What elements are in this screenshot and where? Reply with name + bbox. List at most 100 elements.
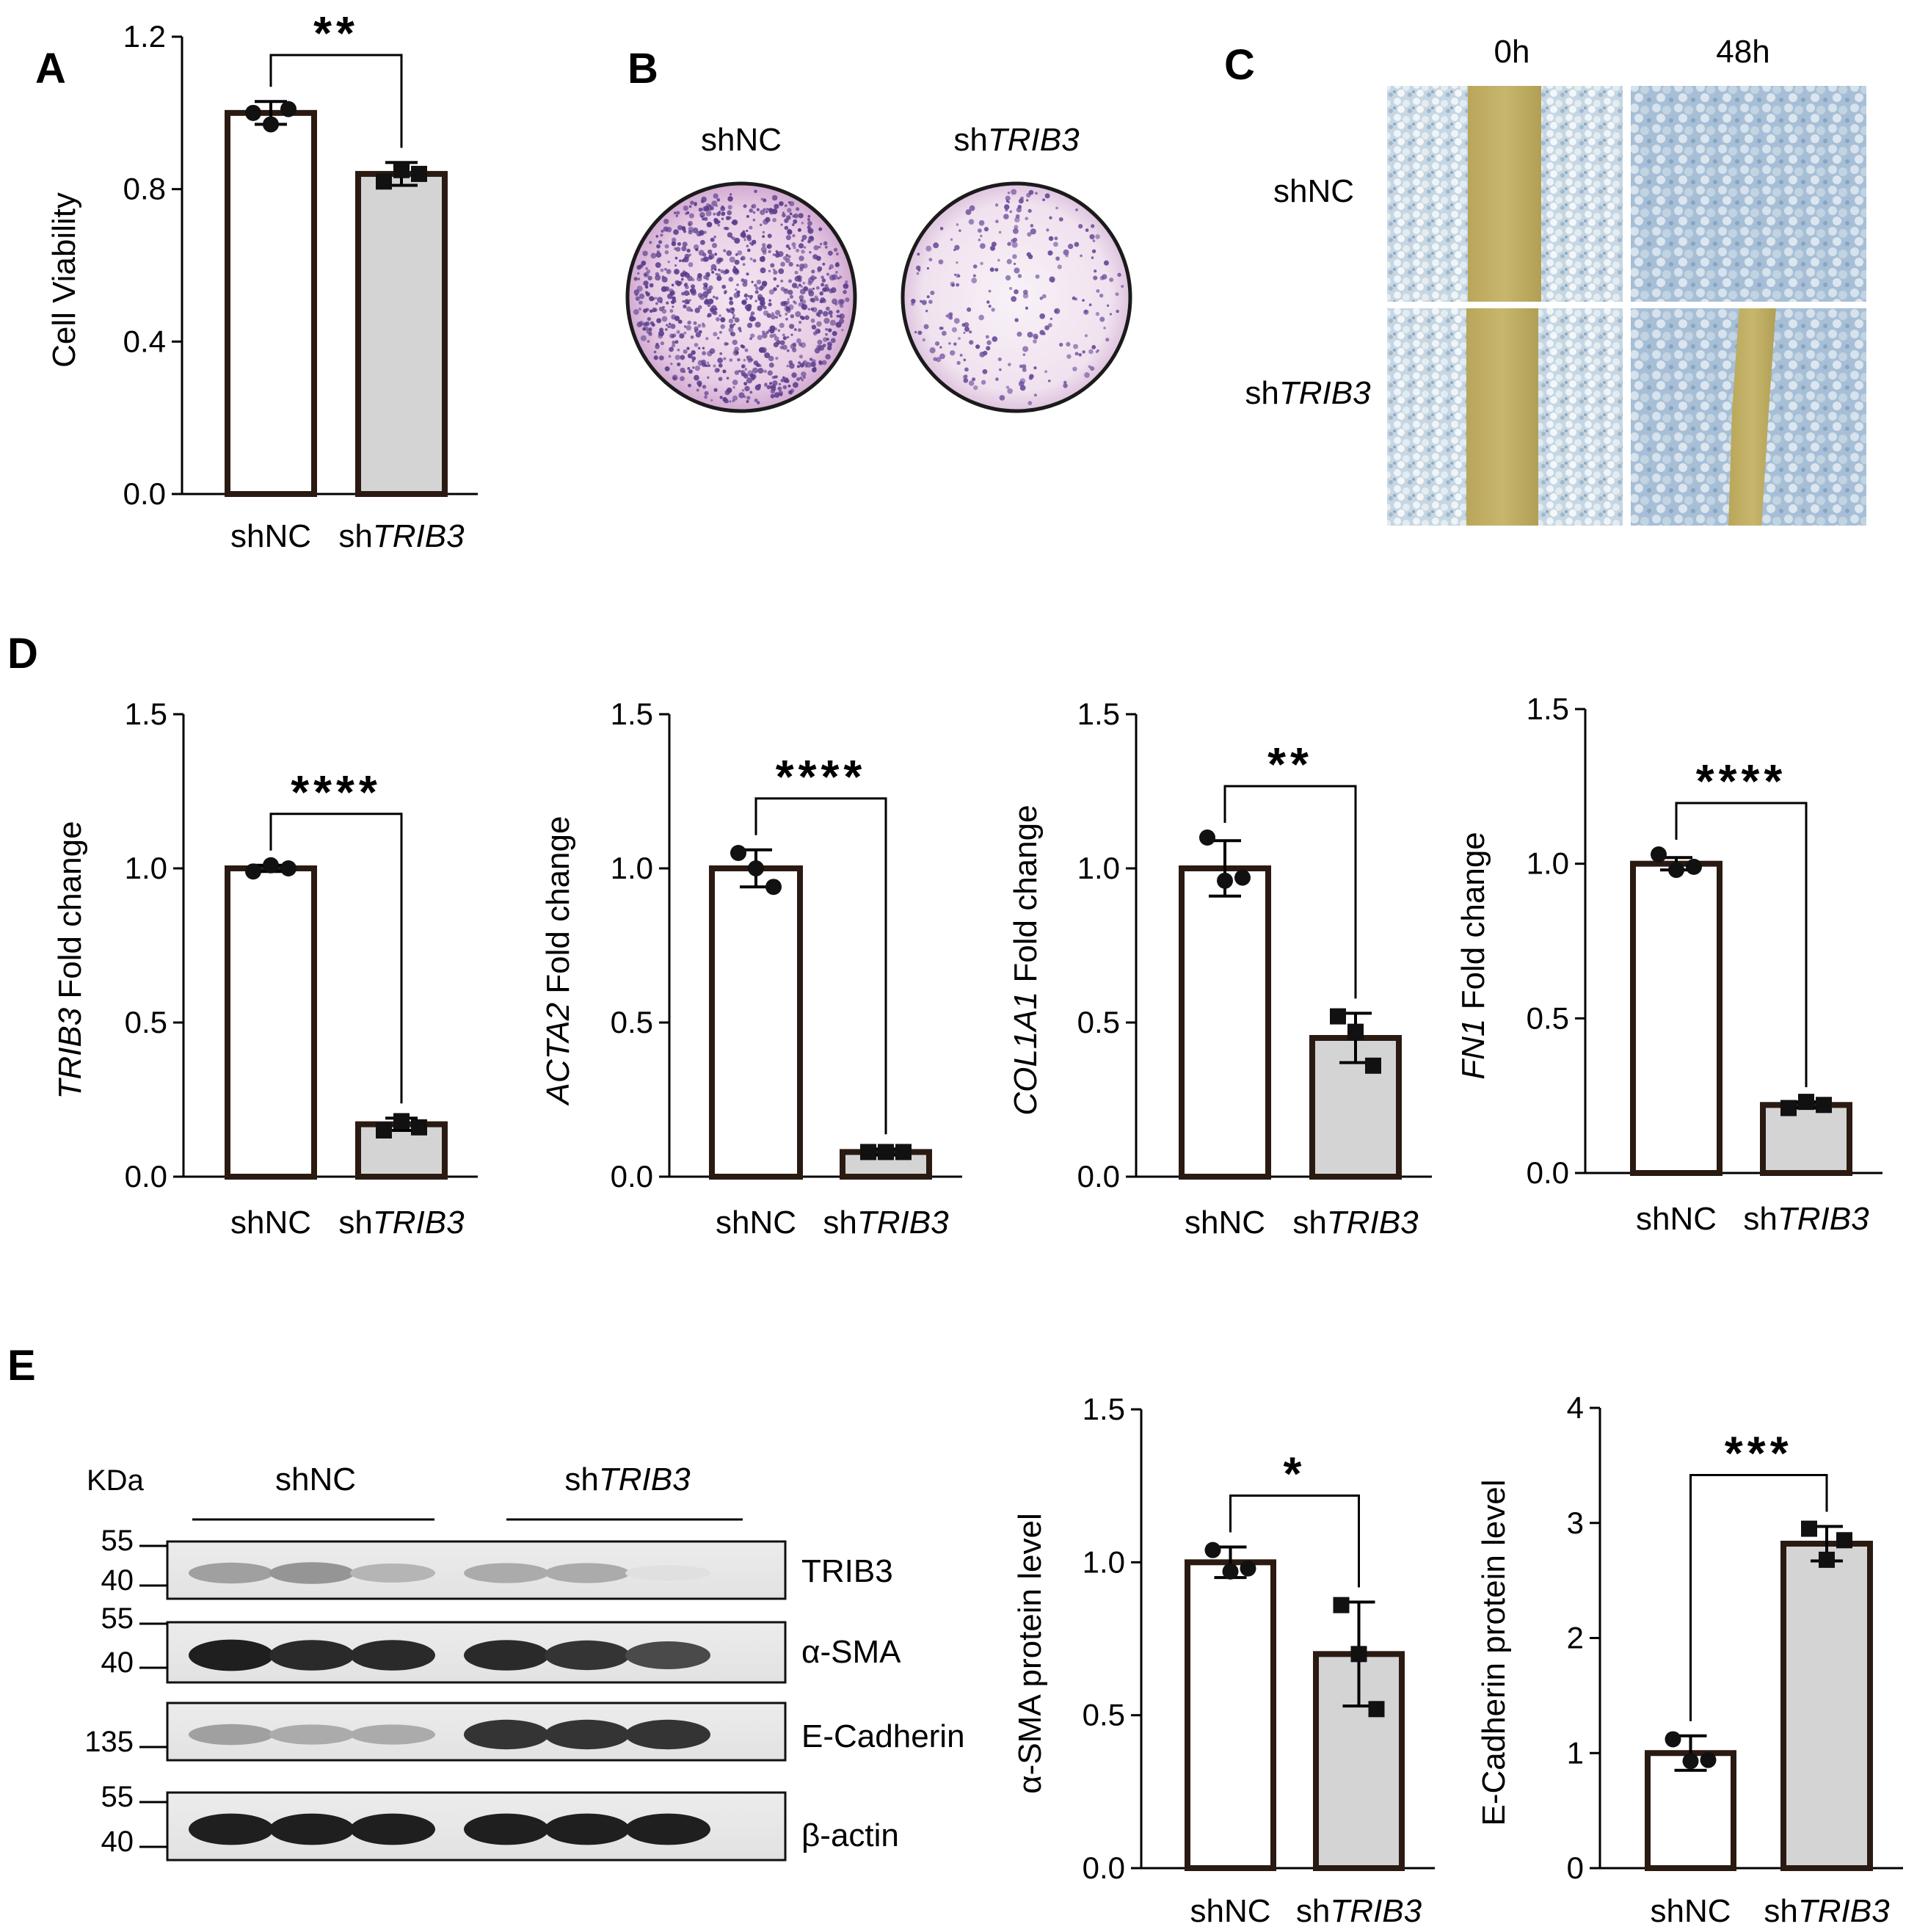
colony-dot	[690, 308, 694, 312]
colony-dot	[780, 261, 785, 267]
y-tick-label: 0	[1567, 1851, 1584, 1885]
colony-dot	[811, 359, 816, 364]
colony-dot	[779, 345, 784, 349]
colony-dot	[675, 247, 681, 252]
colony-dot	[705, 337, 709, 341]
blot-band	[545, 1563, 630, 1583]
y-axis-label: TRIB3 Fold change	[52, 821, 88, 1099]
colony-dot	[813, 366, 817, 371]
colony-dot	[823, 337, 828, 342]
colony-dot	[770, 263, 775, 268]
colony-dot	[695, 332, 702, 338]
category-label: shNC	[1636, 1201, 1717, 1237]
colony-dot	[980, 261, 983, 266]
significance-bracket	[1689, 1473, 1828, 1721]
colony-dot	[819, 299, 823, 304]
y-tick-label: 0.0	[1077, 1159, 1120, 1194]
colony-dot	[999, 368, 1002, 371]
chart-cell-viability: 0.0 0.4 0.8 1.2 Cell Viability shNC shTRIB3 **	[46, 7, 478, 554]
colony-dot	[694, 343, 699, 347]
colony-dot	[829, 288, 834, 294]
colony-dot	[807, 221, 812, 226]
colony-dot	[724, 341, 728, 346]
colony-dot	[819, 291, 823, 296]
colony-dot	[762, 333, 768, 338]
colony-dot	[694, 365, 701, 371]
colony-dot	[688, 230, 693, 235]
colony-dot	[787, 201, 791, 204]
colony-dot	[779, 322, 785, 328]
y-tick-label: 1.0	[1083, 1544, 1125, 1579]
data-point	[1368, 1701, 1385, 1718]
colony-dot	[647, 316, 652, 322]
colony-dot	[792, 382, 799, 388]
colony-dot	[972, 264, 978, 269]
category-label: shTRIB3	[1743, 1201, 1869, 1237]
colony-dot	[741, 344, 745, 349]
colony-dot	[754, 290, 759, 294]
data-point	[1204, 1541, 1221, 1558]
y-tick-label: 2	[1567, 1621, 1584, 1655]
colony-dot	[1057, 264, 1062, 269]
colony-dot	[968, 219, 975, 225]
colony-dot	[1078, 224, 1083, 229]
colony-dot	[1106, 304, 1110, 308]
colony-dot	[798, 213, 804, 219]
colony-dot	[793, 246, 796, 250]
colony-dot	[768, 362, 774, 368]
colony-dot	[923, 324, 929, 330]
colony-dot	[1011, 296, 1017, 302]
colony-dot	[705, 210, 712, 217]
colony-dot	[994, 203, 999, 207]
colony-dot	[774, 203, 779, 209]
colony-dot	[926, 295, 930, 299]
colony-dot	[786, 335, 790, 339]
colony-dot	[994, 268, 999, 272]
colony-dot	[1063, 380, 1067, 385]
scratch-time-48h: 48h	[1716, 34, 1769, 70]
colony-dot	[687, 292, 691, 296]
colony-dot	[839, 299, 845, 305]
colony-dot	[841, 329, 844, 332]
colony-dot	[677, 349, 680, 352]
colony-dot	[843, 289, 847, 294]
colony-dot	[683, 257, 687, 261]
colony-dot	[797, 328, 801, 333]
colony-dot	[751, 205, 754, 208]
colony-dot	[653, 355, 658, 360]
colony-dot	[752, 258, 757, 263]
data-point	[1836, 1532, 1852, 1549]
colony-dot	[710, 268, 713, 271]
colony-dot	[787, 208, 792, 213]
colony-dot	[796, 264, 799, 267]
colony-dot	[705, 295, 707, 299]
colony-dot	[716, 317, 720, 322]
blot-band	[350, 1640, 435, 1671]
colony-dot	[956, 273, 960, 278]
colony-dot	[1048, 236, 1054, 242]
colony-dot	[683, 205, 688, 211]
colony-dot	[724, 269, 730, 275]
y-tick-label: 0.0	[1083, 1851, 1125, 1885]
colony-dot	[818, 245, 821, 249]
colony-dot	[688, 369, 693, 374]
data-point	[1222, 1563, 1239, 1580]
colony-dot	[787, 384, 791, 388]
colony-dot	[710, 237, 715, 242]
colony-dot	[660, 233, 663, 237]
blot-strip: 55 40 α-SMA	[101, 1602, 901, 1684]
colony-dot	[673, 229, 679, 236]
colony-dot	[953, 273, 957, 276]
colony-dot	[791, 242, 796, 247]
colony-dot	[763, 369, 768, 374]
colony-dot	[724, 390, 730, 396]
colony-dot	[751, 280, 754, 283]
blot-band	[269, 1724, 354, 1745]
colony-dot	[633, 277, 638, 281]
colony-dot	[767, 370, 773, 376]
colony-dot	[718, 268, 721, 272]
colony-dot	[1039, 297, 1044, 300]
bar	[355, 170, 448, 497]
colony-dot	[782, 333, 785, 337]
colony-dot	[796, 286, 799, 289]
